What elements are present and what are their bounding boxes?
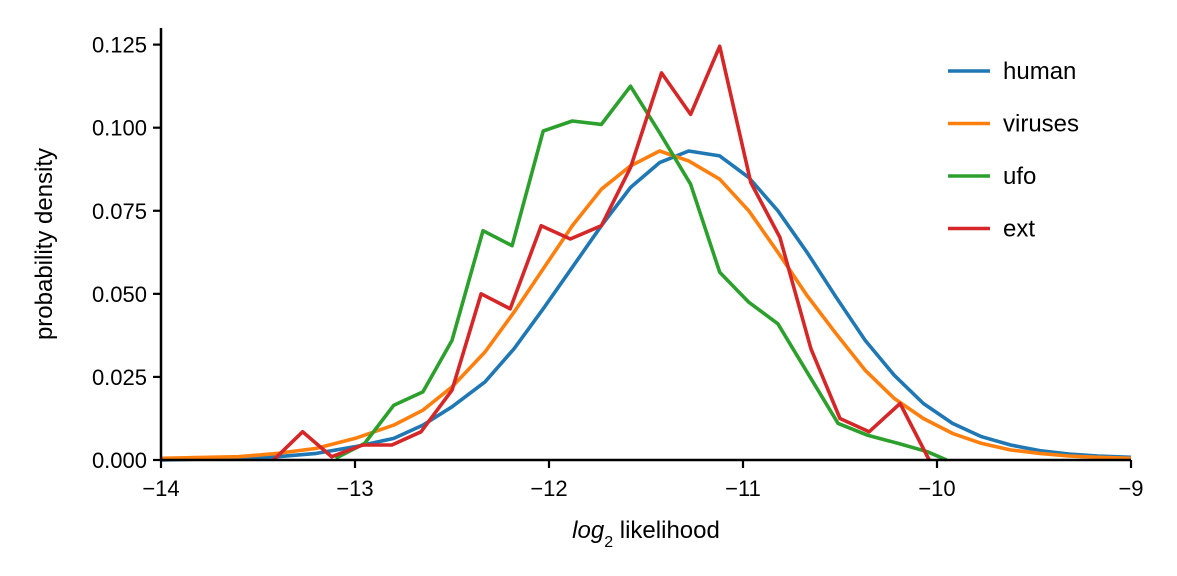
series-line-ufo [334,84,948,462]
series-line-viruses [160,149,1132,461]
legend-label-ufo: ufo [1003,163,1036,190]
y-tick-label: 0.000 [92,448,147,473]
series-group [160,44,1132,462]
x-tick-label: −10 [918,476,955,501]
y-tick-label: 0.075 [92,199,147,224]
x-axis-label: log2 likelihood [572,517,720,551]
y-tick-label: 0.100 [92,116,147,141]
axes: −14 −13 −12 −11 −10 −9 0.000 0.025 0.050 0.075 0.1… [92,28,1144,501]
x-tick-label: −13 [336,476,373,501]
x-tick-label: −11 [725,476,761,501]
y-tick-label: 0.050 [92,282,147,307]
x-tick-label: −9 [1118,476,1143,501]
legend: human viruses ufo ext [948,58,1079,243]
legend-label-human: human [1003,58,1076,85]
x-tick-label: −12 [530,476,567,501]
legend-label-viruses: viruses [1003,111,1079,138]
y-tick-label: 0.025 [92,365,147,390]
series-line-human [160,149,1132,462]
x-tick-label: −14 [142,476,179,501]
legend-label-ext: ext [1003,216,1035,243]
y-axis-label: probability density [31,148,58,340]
y-tick-label: 0.125 [92,33,147,58]
series-line-ext [272,44,931,462]
